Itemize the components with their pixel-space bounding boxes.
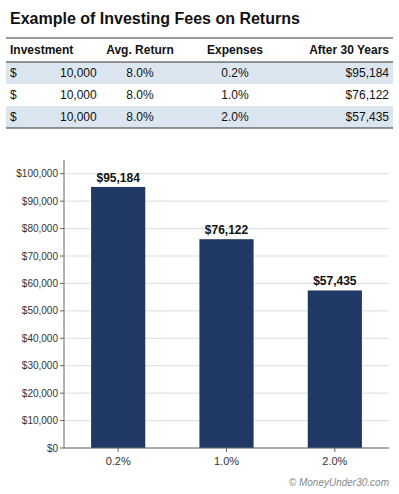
y-tick-label: $20,000 bbox=[22, 388, 59, 399]
y-tick-label: $40,000 bbox=[22, 333, 59, 344]
table-cell: 1.0% bbox=[221, 88, 249, 102]
x-axis: 0.2% 1.0% 2.0% bbox=[64, 448, 389, 467]
y-tick-label: $30,000 bbox=[22, 360, 59, 371]
x-tick bbox=[226, 448, 227, 452]
table-cell: $57,435 bbox=[346, 110, 390, 124]
x-tick-label: 1.0% bbox=[214, 455, 239, 467]
data-label: $57,435 bbox=[313, 274, 357, 288]
title: Example of Investing Fees on Returns bbox=[10, 10, 300, 27]
data-label: $76,122 bbox=[205, 223, 249, 237]
y-tick bbox=[60, 365, 64, 366]
y-axis: $0 $10,000 $20,000 $30,000 $40,000 $50,000 $60… bbox=[16, 160, 389, 454]
y-tick-label: $80,000 bbox=[22, 223, 59, 234]
y-tick bbox=[60, 256, 64, 257]
table-header: Investment bbox=[10, 43, 73, 57]
table-cell: $ bbox=[10, 110, 17, 124]
table-cell: 8.0% bbox=[126, 66, 154, 80]
x-tick bbox=[118, 448, 119, 452]
table-cell: 10,000 bbox=[60, 66, 97, 80]
y-tick bbox=[60, 283, 64, 284]
y-tick bbox=[60, 393, 64, 394]
y-tick bbox=[60, 420, 64, 421]
table-rule bbox=[6, 37, 393, 38]
bar bbox=[91, 187, 145, 448]
bar bbox=[199, 239, 253, 448]
table-row-background bbox=[6, 84, 393, 106]
table-cell: 8.0% bbox=[126, 88, 154, 102]
y-tick bbox=[60, 310, 64, 311]
chart: Example of Investing Fees on Returns Inve… bbox=[0, 0, 399, 494]
table-cell: 2.0% bbox=[221, 110, 249, 124]
y-tick-label: $50,000 bbox=[22, 305, 59, 316]
table-header: Expenses bbox=[207, 43, 263, 57]
y-tick-label: $70,000 bbox=[22, 251, 59, 262]
y-tick bbox=[60, 201, 64, 202]
y-tick-label: $90,000 bbox=[22, 196, 59, 207]
table-rule bbox=[6, 61, 393, 62]
y-tick-label: $10,000 bbox=[22, 415, 59, 426]
watermark: © MoneyUnder30.com bbox=[289, 477, 389, 488]
table-cell: $95,184 bbox=[346, 66, 390, 80]
y-axis-line bbox=[64, 160, 65, 448]
table-cell: $76,122 bbox=[346, 88, 390, 102]
y-tick bbox=[60, 338, 64, 339]
table-rule bbox=[6, 127, 393, 128]
table-cell: $ bbox=[10, 66, 17, 80]
bar bbox=[308, 290, 362, 448]
table-row-background bbox=[6, 106, 393, 128]
x-tick bbox=[334, 448, 335, 452]
y-tick-label: $100,000 bbox=[16, 168, 58, 179]
table-header: Avg. Return bbox=[106, 43, 174, 57]
y-tick bbox=[60, 228, 64, 229]
table: Investment Avg. Return Expenses After 30 Ye… bbox=[6, 38, 393, 128]
bars bbox=[91, 187, 362, 448]
y-tick-label: $60,000 bbox=[22, 278, 59, 289]
table-header: After 30 Years bbox=[309, 43, 389, 57]
data-label: $95,184 bbox=[96, 171, 140, 185]
y-tick bbox=[60, 448, 64, 449]
y-tick-label: $0 bbox=[47, 443, 59, 454]
table-cell: 10,000 bbox=[60, 110, 97, 124]
table-cell: $ bbox=[10, 88, 17, 102]
y-tick bbox=[60, 173, 64, 174]
x-tick-label: 2.0% bbox=[322, 455, 347, 467]
x-tick-label: 0.2% bbox=[106, 455, 131, 467]
table-cell: 10,000 bbox=[60, 88, 97, 102]
table-row-background bbox=[6, 62, 393, 84]
table-cell: 0.2% bbox=[221, 66, 249, 80]
table-cell: 8.0% bbox=[126, 110, 154, 124]
